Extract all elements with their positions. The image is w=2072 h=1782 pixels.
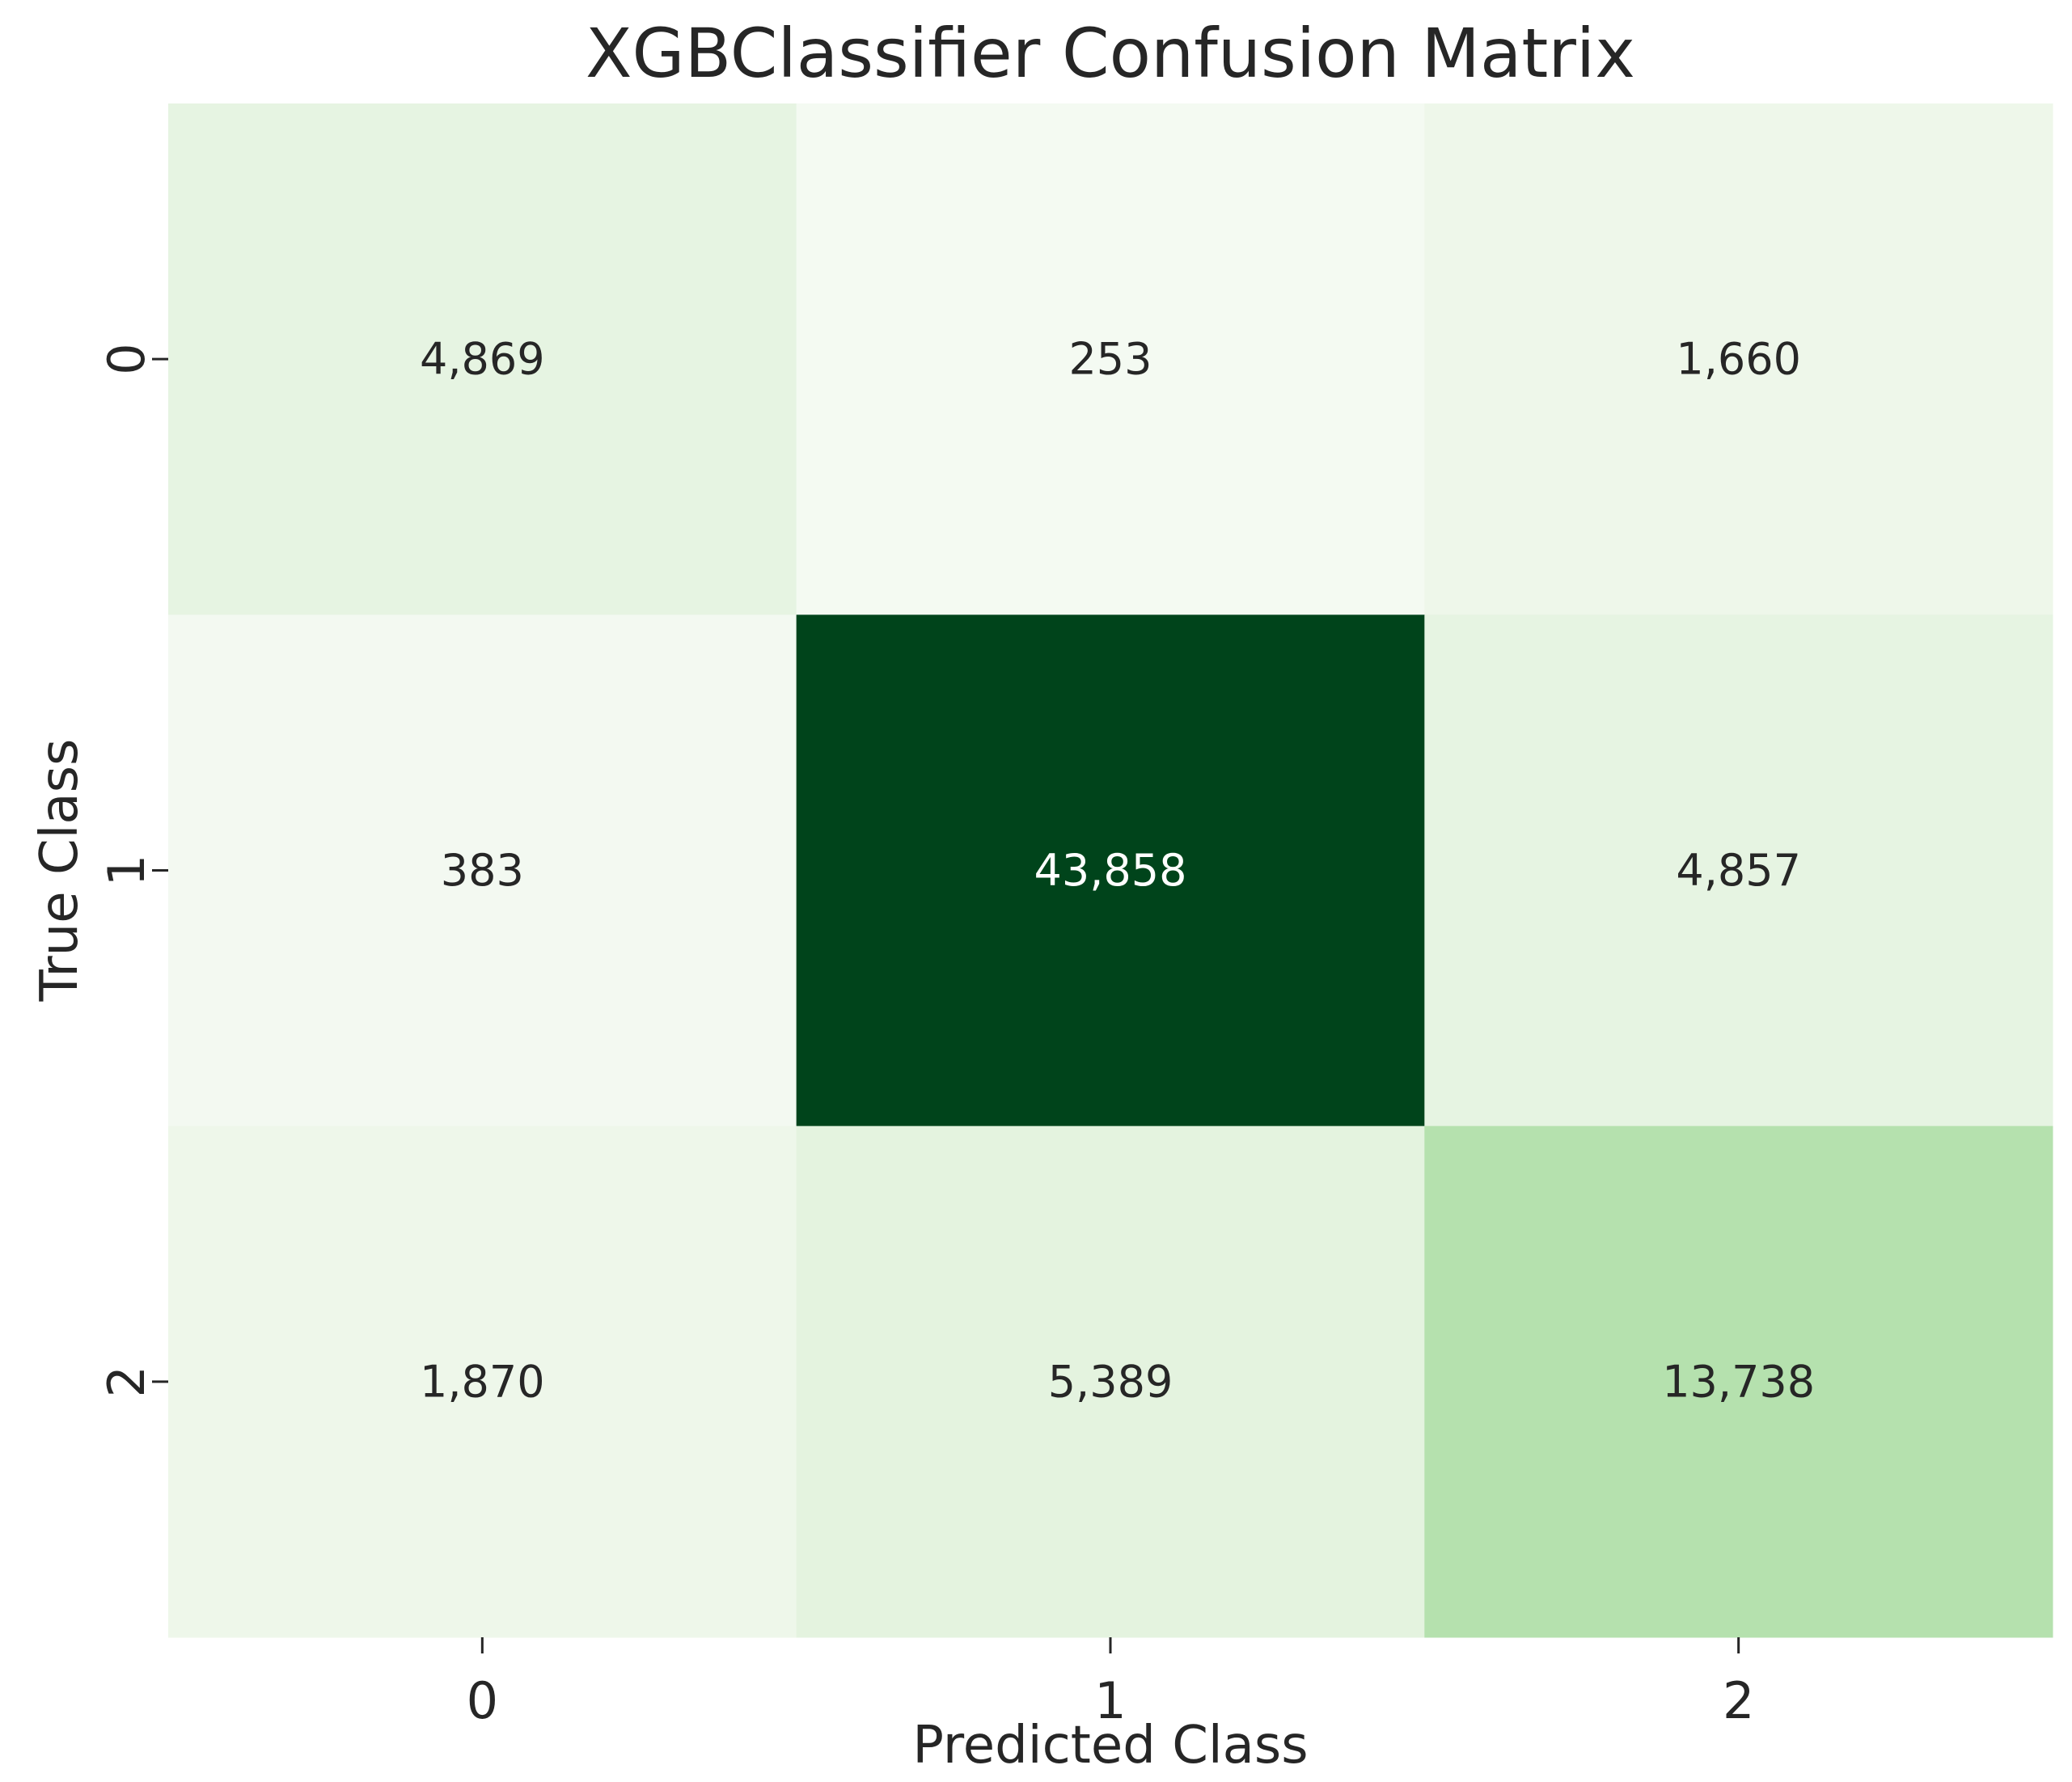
cell-value-label: 13,738: [1662, 1356, 1815, 1407]
heatmap-cell-labels: 4,869 253 1,660 383 43,858 4,857 1,870 5,389 13,…: [420, 334, 1815, 1408]
y-tick-label: 2: [97, 1366, 156, 1397]
cell-value-label: 4,857: [1676, 845, 1801, 896]
heatmap-cell-r0-c1: [796, 103, 1425, 615]
heatmap-cell-r0-c0: [168, 103, 797, 615]
x-axis-ticks: 0 1 2: [467, 1637, 1754, 1730]
heatmap-cells: [168, 103, 2053, 1638]
y-axis-ticks: 0 1 2: [97, 343, 168, 1398]
x-axis-label: Predicted Class: [912, 1716, 1308, 1776]
heatmap-cell-r1-c1: [796, 614, 1425, 1127]
heatmap-cell-r1-c2: [1424, 614, 2053, 1127]
heatmap-cell-r1-c0: [168, 614, 797, 1127]
cell-value-label: 1,870: [420, 1356, 545, 1407]
chart-title: XGBClassifier Confusion Matrix: [586, 14, 1635, 93]
heatmap-cell-r0-c2: [1424, 103, 2053, 615]
cell-value-label: 383: [441, 845, 524, 896]
heatmap-cell-r2-c0: [168, 1125, 797, 1638]
cell-value-label: 43,858: [1034, 845, 1187, 896]
x-tick-label: 0: [467, 1671, 498, 1730]
cell-value-label: 5,389: [1048, 1356, 1173, 1407]
heatmap-cell-r2-c1: [796, 1125, 1425, 1638]
cell-value-label: 253: [1068, 334, 1152, 385]
heatmap-cell-r2-c2: [1424, 1125, 2053, 1638]
y-axis-label: True Class: [30, 739, 90, 1003]
cell-value-label: 1,660: [1676, 334, 1801, 385]
x-tick-label: 1: [1094, 1671, 1126, 1730]
y-tick-label: 1: [97, 855, 156, 886]
cell-value-label: 4,869: [420, 334, 545, 385]
x-tick-label: 2: [1723, 1671, 1754, 1730]
y-tick-label: 0: [97, 343, 156, 374]
